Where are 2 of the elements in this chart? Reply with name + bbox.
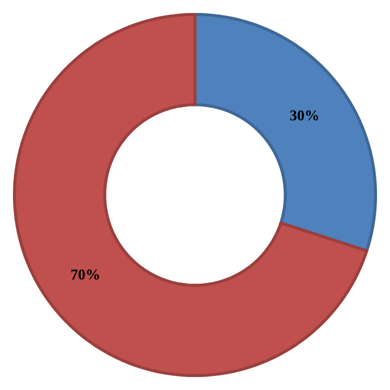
data-label: 30% [290,110,318,120]
data-label: 70% [71,270,99,280]
